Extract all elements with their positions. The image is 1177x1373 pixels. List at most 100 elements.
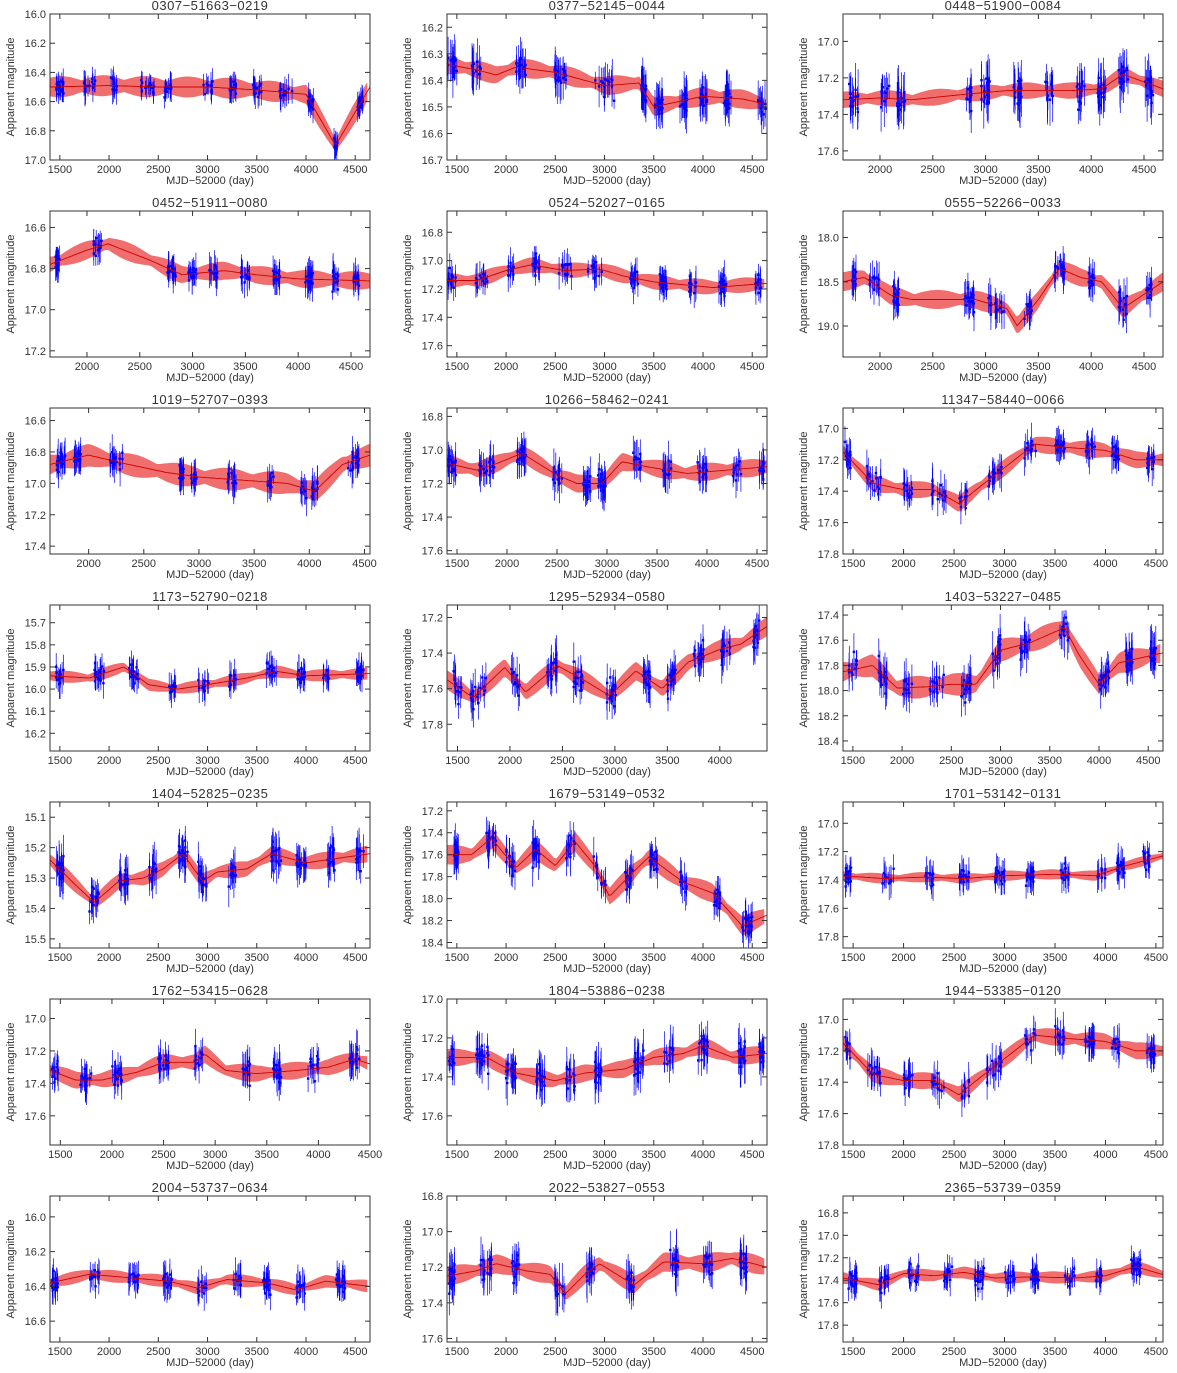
data-point — [663, 476, 667, 479]
data-point — [701, 101, 704, 104]
data-point — [629, 274, 633, 277]
model-uncertainty-band — [50, 238, 370, 290]
data-point — [362, 850, 365, 853]
data-point — [183, 859, 186, 862]
data-point — [960, 695, 963, 698]
data-point — [1028, 316, 1032, 319]
data-point — [634, 455, 637, 458]
data-point — [1029, 306, 1033, 309]
data-point — [1100, 675, 1103, 678]
y-tick-label: 15.5 — [25, 934, 46, 946]
data-point — [1013, 84, 1016, 87]
x-tick-label: 3000 — [973, 361, 997, 373]
data-point — [266, 483, 269, 486]
data-point — [447, 458, 450, 461]
data-point — [910, 492, 914, 495]
data-point — [610, 84, 614, 88]
data-point — [328, 862, 331, 865]
data-point — [187, 269, 191, 273]
y-tick-label: 16.6 — [25, 97, 46, 109]
data-point — [998, 307, 1001, 310]
data-point — [508, 855, 511, 858]
data-point — [1147, 296, 1150, 299]
plot-frame — [49, 210, 371, 358]
data-point — [109, 461, 112, 464]
data-point — [54, 266, 57, 269]
data-point — [1123, 70, 1126, 73]
data-point — [1051, 94, 1054, 98]
data-point — [585, 489, 588, 492]
data-point — [194, 268, 198, 271]
data-point — [642, 96, 645, 100]
data-point — [472, 708, 475, 711]
data-point — [896, 102, 899, 105]
data-point — [747, 917, 750, 920]
data-point — [681, 103, 685, 107]
data-point — [557, 272, 561, 275]
data-point — [489, 469, 492, 473]
data-point — [680, 876, 683, 879]
data-point — [518, 462, 521, 466]
y-axis-label: Apparent magnitude — [5, 628, 17, 727]
data-point — [275, 279, 278, 282]
data-point — [651, 853, 654, 856]
data-point — [1117, 454, 1120, 457]
data-point — [275, 671, 278, 675]
data-point — [197, 877, 201, 881]
data-point — [241, 275, 244, 278]
data-point — [271, 850, 274, 853]
data-point — [1030, 448, 1033, 451]
plot-area — [447, 34, 767, 134]
data-point — [472, 62, 475, 65]
data-point — [880, 91, 883, 95]
data-point — [903, 99, 907, 103]
data-point — [716, 888, 719, 891]
data-point — [999, 301, 1003, 304]
panel-11: 1295−52934−0580 1500 2000 2500 3000 3500 4000 1… — [402, 589, 768, 778]
data-point — [227, 885, 230, 888]
data-point — [705, 99, 709, 102]
data-point — [738, 460, 741, 463]
data-point — [1023, 317, 1026, 320]
data-point — [192, 479, 195, 483]
data-point — [592, 855, 595, 858]
data-point — [202, 877, 205, 880]
data-point — [972, 297, 975, 300]
data-point — [871, 276, 874, 279]
data-point — [1103, 89, 1106, 93]
data-point — [1107, 668, 1110, 671]
data-point — [969, 673, 972, 676]
model-uncertainty-band — [843, 66, 1163, 108]
data-point — [480, 465, 483, 468]
data-point — [674, 668, 677, 672]
x-tick-label: 4000 — [695, 558, 719, 570]
data-point — [302, 485, 305, 488]
x-tick-label: 3000 — [180, 361, 204, 373]
data-point — [1145, 288, 1148, 292]
data-point — [511, 861, 514, 864]
data-point — [123, 882, 126, 886]
data-point — [184, 854, 187, 857]
data-point — [531, 866, 534, 869]
data-point — [102, 670, 106, 673]
x-tick-label: 3500 — [642, 952, 666, 964]
data-point — [725, 92, 728, 95]
x-tick-label: 2000 — [97, 952, 121, 964]
data-point — [479, 67, 482, 70]
data-point — [98, 674, 101, 677]
data-point — [1075, 85, 1079, 88]
data-point — [123, 869, 127, 872]
data-point — [1147, 463, 1150, 466]
data-point — [479, 686, 482, 690]
data-point — [752, 645, 755, 649]
data-point — [852, 275, 855, 278]
data-point — [485, 831, 488, 835]
data-point — [447, 278, 450, 281]
x-tick-label: 2500 — [921, 361, 945, 373]
data-point — [510, 865, 513, 868]
plot-frame — [446, 13, 768, 161]
data-point — [941, 685, 944, 689]
data-point — [82, 81, 86, 85]
data-point — [685, 93, 688, 97]
plot-area — [843, 422, 1163, 525]
